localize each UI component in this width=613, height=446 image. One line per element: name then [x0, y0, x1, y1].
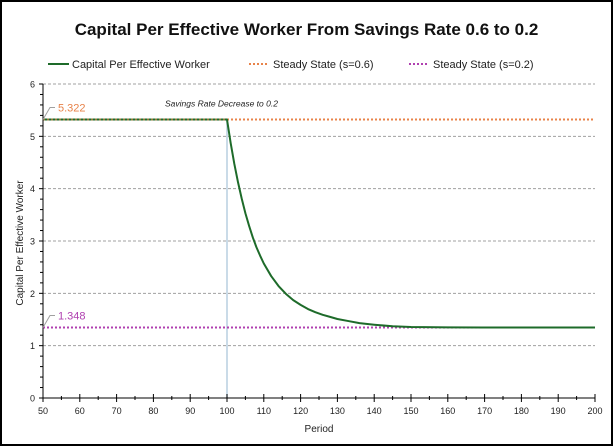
x-tick-label: 200 — [587, 406, 602, 416]
x-tick-label: 170 — [477, 406, 492, 416]
chart-title: Capital Per Effective Worker From Saving… — [74, 20, 539, 39]
y-tick-label: 2 — [30, 289, 35, 299]
x-tick-label: 60 — [75, 406, 85, 416]
x-tick-label: 50 — [38, 406, 48, 416]
legend: Capital Per Effective Worker Steady State… — [48, 59, 534, 71]
x-tick-label: 70 — [112, 406, 122, 416]
y-tick-label: 1 — [30, 341, 35, 351]
x-tick-label: 150 — [403, 406, 418, 416]
legend-label: Capital Per Effective Worker — [72, 59, 210, 71]
legend-label: Steady State (s=0.2) — [433, 59, 534, 71]
y-tick-label: 5 — [30, 132, 35, 142]
y-tick-label: 4 — [30, 184, 35, 194]
x-tick-label: 90 — [185, 406, 195, 416]
annotations: 5.322 1.348 Savings Rate Decrease to 0.2 — [42, 98, 278, 328]
axes: 0 1 2 3 4 5 6 50 60 70 80 90 100 110 120 130 140 150 160 17… — [30, 80, 603, 417]
shock-annotation-label: Savings Rate Decrease to 0.2 — [165, 98, 278, 108]
x-tick-label: 190 — [551, 406, 566, 416]
x-tick-label: 160 — [440, 406, 455, 416]
x-tick-label: 100 — [219, 406, 234, 416]
x-axis-label: Period — [305, 424, 334, 435]
x-tick-label: 140 — [367, 406, 382, 416]
x-tick-label: 110 — [257, 406, 271, 416]
y-tick-label: 3 — [30, 237, 35, 247]
x-tick-label: 80 — [148, 406, 158, 416]
legend-label: Steady State (s=0.6) — [273, 59, 374, 71]
callout-leader-line — [42, 314, 55, 328]
value-callout-label: 1.348 — [58, 310, 86, 322]
callout-leader-line — [42, 106, 55, 120]
gridlines — [43, 83, 595, 347]
x-tick-label: 120 — [293, 406, 308, 416]
y-tick-label: 6 — [30, 80, 35, 90]
value-callout-label: 5.322 — [58, 102, 86, 114]
capital-series-line — [43, 118, 595, 329]
y-axis-label: Capital Per Effective Worker — [15, 180, 26, 306]
x-tick-label: 130 — [330, 406, 345, 416]
y-tick-label: 0 — [30, 394, 35, 404]
x-tick-label: 180 — [514, 406, 529, 416]
